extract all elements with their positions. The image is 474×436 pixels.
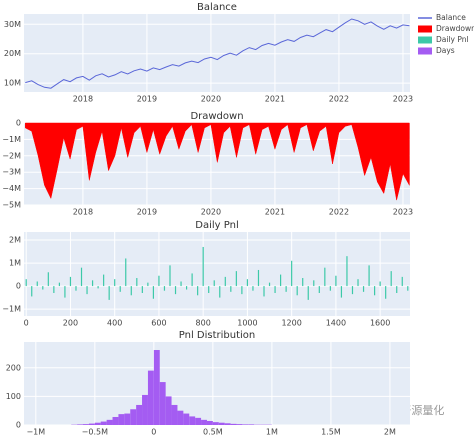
legend-label: Drawdown [436, 24, 474, 33]
y-tick-label: 2M [9, 236, 21, 245]
x-tick-label: 2018 [73, 208, 93, 217]
histogram-bar [171, 404, 178, 425]
histogram-bar [94, 422, 101, 425]
x-tick-label: 0.5M [203, 428, 223, 436]
histogram-bar [183, 413, 190, 425]
chart-title: Daily Pnl [195, 220, 238, 231]
chart-title: Balance [197, 2, 237, 13]
x-tick-label: 1200 [281, 319, 301, 328]
x-tick-label: 2M [384, 428, 396, 436]
plot-area [24, 342, 410, 425]
x-tick-label: 1000 [237, 319, 257, 328]
histogram-bar [230, 423, 237, 425]
x-tick-label: 2021 [265, 95, 285, 104]
x-tick-label: 2020 [201, 95, 221, 104]
histogram-bar [248, 424, 255, 425]
y-tick-label: 100 [6, 392, 21, 401]
chart-title: Drawdown [190, 111, 243, 122]
y-tick-label: −1M [2, 305, 21, 314]
histogram-bar [177, 410, 184, 425]
x-tick-label: 2022 [329, 95, 349, 104]
histogram-bar [88, 423, 95, 425]
chart-title: Pnl Distribution [179, 330, 256, 341]
legend-label: Balance [436, 13, 466, 22]
x-tick-label: 0 [151, 428, 156, 436]
x-tick-label: −1M [26, 428, 45, 436]
y-tick-label: −2M [2, 151, 21, 160]
histogram-bar [212, 422, 219, 425]
y-tick-label: 0 [16, 119, 21, 128]
histogram-bar [124, 413, 131, 425]
histogram-bar [224, 423, 231, 425]
histogram-bar [130, 409, 137, 425]
histogram-bar [236, 424, 243, 425]
y-tick-label: 0 [16, 282, 21, 291]
x-tick-label: 2023 [393, 208, 413, 217]
x-tick-label: 2018 [73, 95, 93, 104]
histogram-bar [142, 394, 148, 425]
histogram-bar [118, 414, 125, 425]
histogram-bar [206, 420, 213, 425]
plot-area [24, 232, 410, 316]
x-tick-label: 400 [107, 319, 122, 328]
x-tick-label: 200 [63, 319, 78, 328]
x-tick-label: 2019 [137, 95, 157, 104]
x-tick-label: 2019 [137, 208, 157, 217]
histogram-bar [77, 424, 84, 425]
x-tick-label: 2020 [201, 208, 221, 217]
histogram-bar [136, 404, 143, 425]
histogram-bar [147, 370, 154, 425]
legend-swatch [418, 36, 432, 44]
histogram-bar [100, 421, 107, 425]
legend-swatch [418, 25, 432, 33]
legend-label: Days [436, 46, 455, 55]
histogram-bar [195, 417, 202, 425]
drawdown-area [25, 122, 410, 201]
y-tick-label: 1M [9, 259, 21, 268]
histogram-bar [106, 419, 113, 425]
balance-line [25, 18, 410, 89]
x-tick-label: 2022 [329, 208, 349, 217]
histogram-bar [83, 424, 89, 425]
x-tick-label: 1M [266, 428, 278, 436]
y-tick-label: 30M [4, 20, 21, 29]
y-tick-label: −3M [2, 168, 21, 177]
y-tick-label: 10M [4, 79, 21, 88]
x-tick-label: 2023 [393, 95, 413, 104]
y-tick-label: −4M [2, 184, 21, 193]
histogram-bar [242, 424, 249, 425]
x-tick-label: 600 [151, 319, 166, 328]
x-tick-label: 1.5M [321, 428, 341, 436]
histogram-bar [189, 416, 196, 425]
histogram-bar [159, 382, 166, 425]
y-tick-label: 0 [16, 421, 21, 430]
x-tick-label: 1400 [326, 319, 346, 328]
x-tick-label: −0.5M [82, 428, 108, 436]
y-tick-label: −1M [2, 135, 21, 144]
histogram-bar [112, 416, 119, 425]
plot-area [24, 14, 410, 92]
histogram-bar [153, 350, 160, 425]
x-tick-label: 2021 [265, 208, 285, 217]
histogram-bar [218, 422, 225, 425]
y-tick-label: −5M [2, 201, 21, 210]
x-tick-label: 0 [24, 319, 29, 328]
x-tick-label: 1600 [370, 319, 390, 328]
histogram-bar [201, 419, 207, 425]
y-tick-label: 20M [4, 49, 21, 58]
legend-label: Daily Pnl [436, 35, 469, 44]
histogram-bar [165, 396, 172, 425]
legend-swatch [418, 47, 432, 55]
x-tick-label: 800 [196, 319, 211, 328]
y-tick-label: 200 [6, 363, 21, 372]
